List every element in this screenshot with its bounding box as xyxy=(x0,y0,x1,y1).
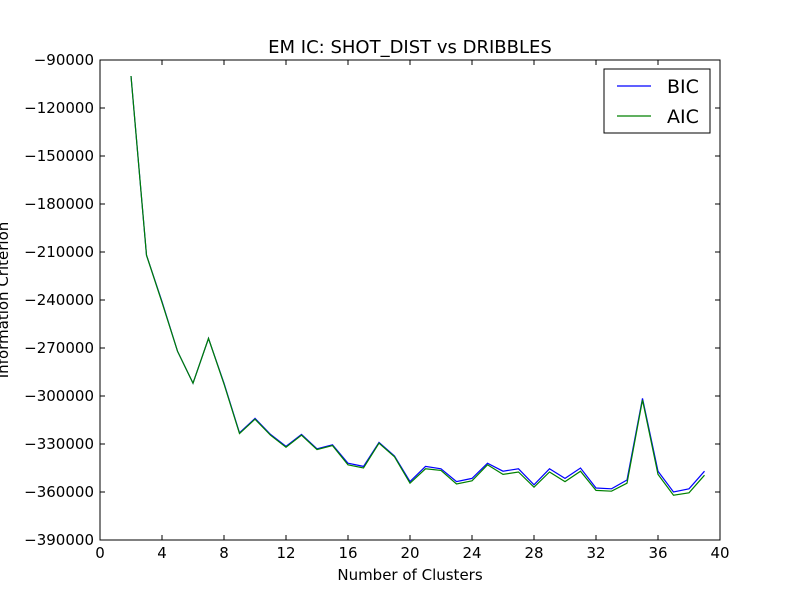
x-tick-label: 20 xyxy=(400,544,419,562)
plot-frame xyxy=(99,59,721,541)
ticks: 0 4 8 12 16 20 24 28 32 36 40 −390000 −360000 −330000… xyxy=(24,51,729,562)
y-tick-label: −210000 xyxy=(24,243,94,261)
legend: BIC AIC xyxy=(603,68,711,134)
y-tick-label: −270000 xyxy=(24,339,94,357)
x-tick-label: 8 xyxy=(219,544,229,562)
x-tick-label: 16 xyxy=(338,544,357,562)
y-axis-label: Information Criterion xyxy=(0,222,12,379)
y-tick-label: −390000 xyxy=(24,531,94,549)
x-tick-label: 0 xyxy=(95,544,105,562)
series-line-bic xyxy=(130,75,705,493)
legend-label-aic: AIC xyxy=(667,106,699,128)
series-layer xyxy=(130,75,705,496)
x-tick-label: 24 xyxy=(462,544,481,562)
y-tick-label: −360000 xyxy=(24,483,94,501)
x-tick-label: 32 xyxy=(586,544,605,562)
x-tick-label: 28 xyxy=(524,544,543,562)
y-tick-label: −330000 xyxy=(24,435,94,453)
legend-label-bic: BIC xyxy=(667,76,699,98)
legend-box xyxy=(603,68,711,134)
chart-title: EM IC: SHOT_DIST vs DRIBBLES xyxy=(268,37,552,58)
y-tick-label: −90000 xyxy=(34,51,94,69)
y-tick-label: −150000 xyxy=(24,147,94,165)
y-tick-label: −180000 xyxy=(24,195,94,213)
y-tick-label: −120000 xyxy=(24,99,94,117)
series-line-aic xyxy=(130,75,705,496)
x-tick-label: 40 xyxy=(710,544,729,562)
x-tick-label: 36 xyxy=(648,544,667,562)
x-axis-label: Number of Clusters xyxy=(337,566,482,584)
x-tick-label: 4 xyxy=(157,544,167,562)
y-tick-label: −240000 xyxy=(24,291,94,309)
x-tick-label: 12 xyxy=(276,544,295,562)
y-tick-label: −300000 xyxy=(24,387,94,405)
